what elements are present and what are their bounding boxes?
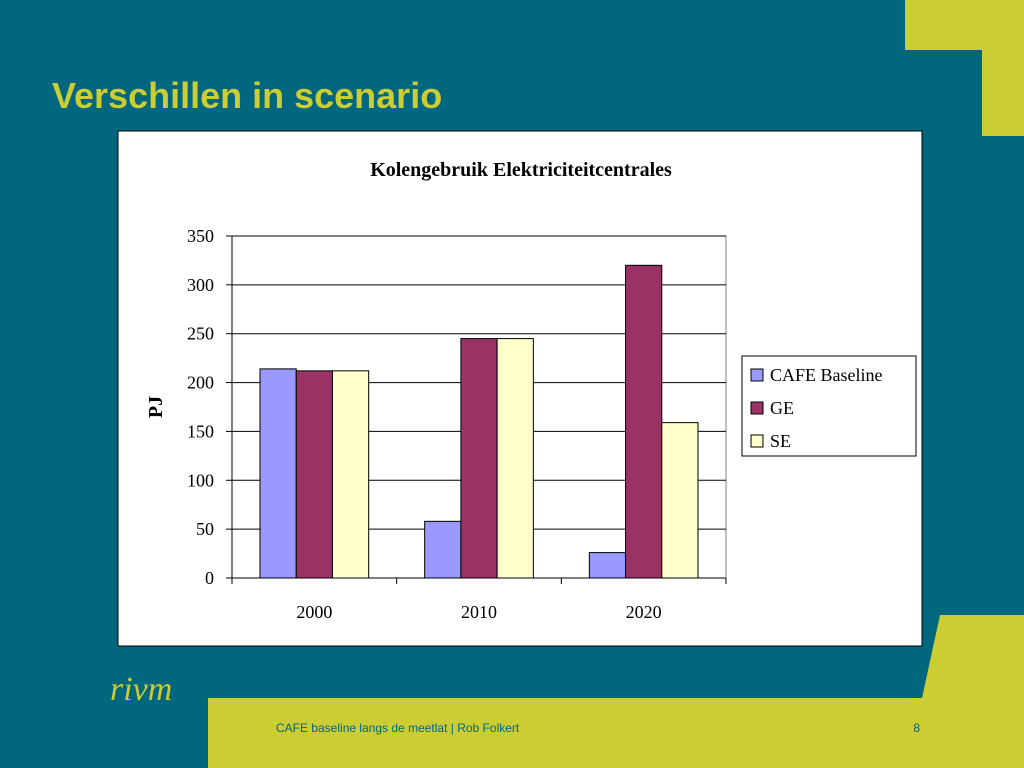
bar <box>661 422 699 579</box>
y-tick-label: 200 <box>187 373 214 393</box>
legend-swatch <box>750 401 764 415</box>
x-tick-label: 2020 <box>626 602 662 622</box>
legend-label: GE <box>770 398 794 418</box>
y-tick-label: 350 <box>187 226 214 246</box>
bar <box>259 368 297 579</box>
logo: rivm <box>110 671 172 708</box>
y-tick-label: 100 <box>187 470 214 490</box>
chart-title: Kolengebruik Elektriciteitcentrales <box>370 159 672 181</box>
bar <box>496 338 534 579</box>
bar <box>588 552 627 579</box>
legend-swatch <box>750 434 764 448</box>
y-tick-label: 250 <box>187 324 214 344</box>
y-tick-label: 0 <box>205 568 214 588</box>
y-tick-label: 300 <box>187 275 214 295</box>
bar <box>424 520 462 579</box>
corner-shape <box>905 0 1024 136</box>
x-tick-label: 2000 <box>296 602 332 622</box>
y-tick-label: 150 <box>187 421 214 441</box>
footer-text: CAFE baseline langs de meetlat | Rob Fol… <box>276 721 520 735</box>
y-axis-label: PJ <box>145 396 167 418</box>
slide-title: Verschillen in scenario <box>52 75 442 116</box>
page-number: 8 <box>913 721 920 735</box>
legend-label: SE <box>770 431 791 451</box>
bar <box>460 338 498 579</box>
footer-band <box>208 615 1024 768</box>
legend-swatch <box>750 368 764 382</box>
legend-label: CAFE Baseline <box>770 365 883 385</box>
legend-box <box>741 355 917 457</box>
bar <box>625 264 663 579</box>
bar <box>331 370 370 579</box>
bar <box>295 370 333 579</box>
y-tick-label: 50 <box>196 519 214 539</box>
x-tick-label: 2010 <box>461 602 497 622</box>
